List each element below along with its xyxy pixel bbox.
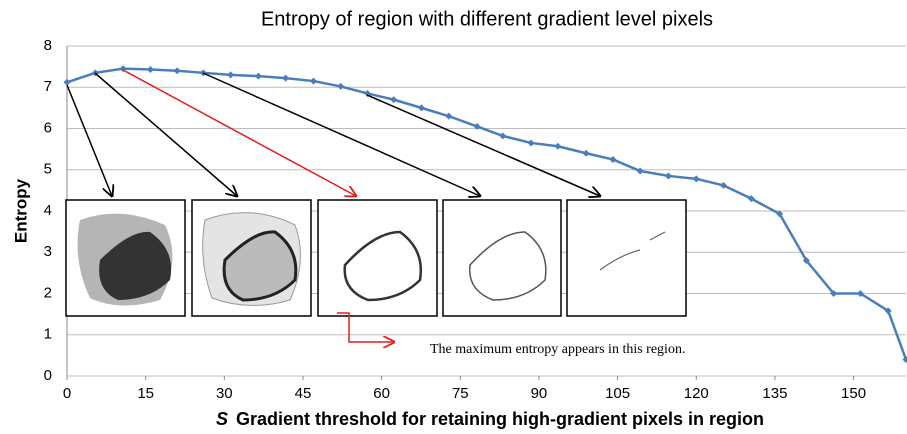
inset-image: [567, 200, 686, 316]
x-tick-label: 60: [373, 385, 390, 402]
point: [528, 139, 535, 146]
x-tick-label: 135: [762, 385, 787, 402]
arrow: [337, 313, 394, 342]
x-tick-label: 15: [137, 385, 154, 402]
x-tick-label: 0: [63, 385, 71, 402]
x-axis-title: Gradient threshold for retaining high-gr…: [236, 409, 764, 429]
point: [693, 175, 700, 182]
y-tick-label: 0: [44, 367, 52, 384]
x-tick-label: 150: [841, 385, 866, 402]
point: [554, 143, 561, 150]
point: [390, 96, 397, 103]
inset-image: [443, 200, 561, 316]
y-tick-label: 2: [44, 284, 52, 301]
point: [64, 79, 71, 86]
point: [310, 78, 317, 85]
point: [255, 73, 262, 80]
y-tick-label: 1: [44, 326, 52, 343]
y-axis-title: Entropy: [11, 178, 30, 243]
point: [499, 132, 506, 139]
point: [174, 67, 181, 74]
point: [665, 172, 672, 179]
y-tick-label: 8: [44, 37, 52, 54]
point: [147, 66, 154, 73]
point: [418, 104, 425, 111]
point: [609, 156, 616, 163]
point: [445, 113, 452, 120]
point: [282, 75, 289, 82]
x-tick-label: 45: [295, 385, 312, 402]
arrow: [367, 95, 600, 196]
insets: [66, 200, 686, 316]
annotation: The maximum entropy appears in this regi…: [430, 342, 685, 357]
point: [227, 71, 234, 78]
x-tick-label: 120: [684, 385, 709, 402]
y-tick-label: 4: [44, 202, 52, 219]
y-tick-label: 7: [44, 78, 52, 95]
x-axis-symbol: S: [216, 409, 228, 429]
x-tick-label: 90: [531, 385, 548, 402]
y-tick-label: 5: [44, 161, 52, 178]
point: [337, 83, 344, 90]
chart: Entropy of region with different gradien…: [0, 0, 907, 434]
x-tick-label: 75: [452, 385, 469, 402]
arrow: [95, 73, 237, 196]
x-tick-label: 30: [216, 385, 233, 402]
point: [583, 150, 590, 157]
y-tick-label: 3: [44, 243, 52, 260]
arrow: [67, 85, 112, 196]
chart-title: Entropy of region with different gradien…: [261, 8, 713, 30]
arrow: [203, 73, 480, 196]
x-tick-label: 105: [605, 385, 630, 402]
y-tick-label: 6: [44, 119, 52, 136]
point: [637, 167, 644, 174]
